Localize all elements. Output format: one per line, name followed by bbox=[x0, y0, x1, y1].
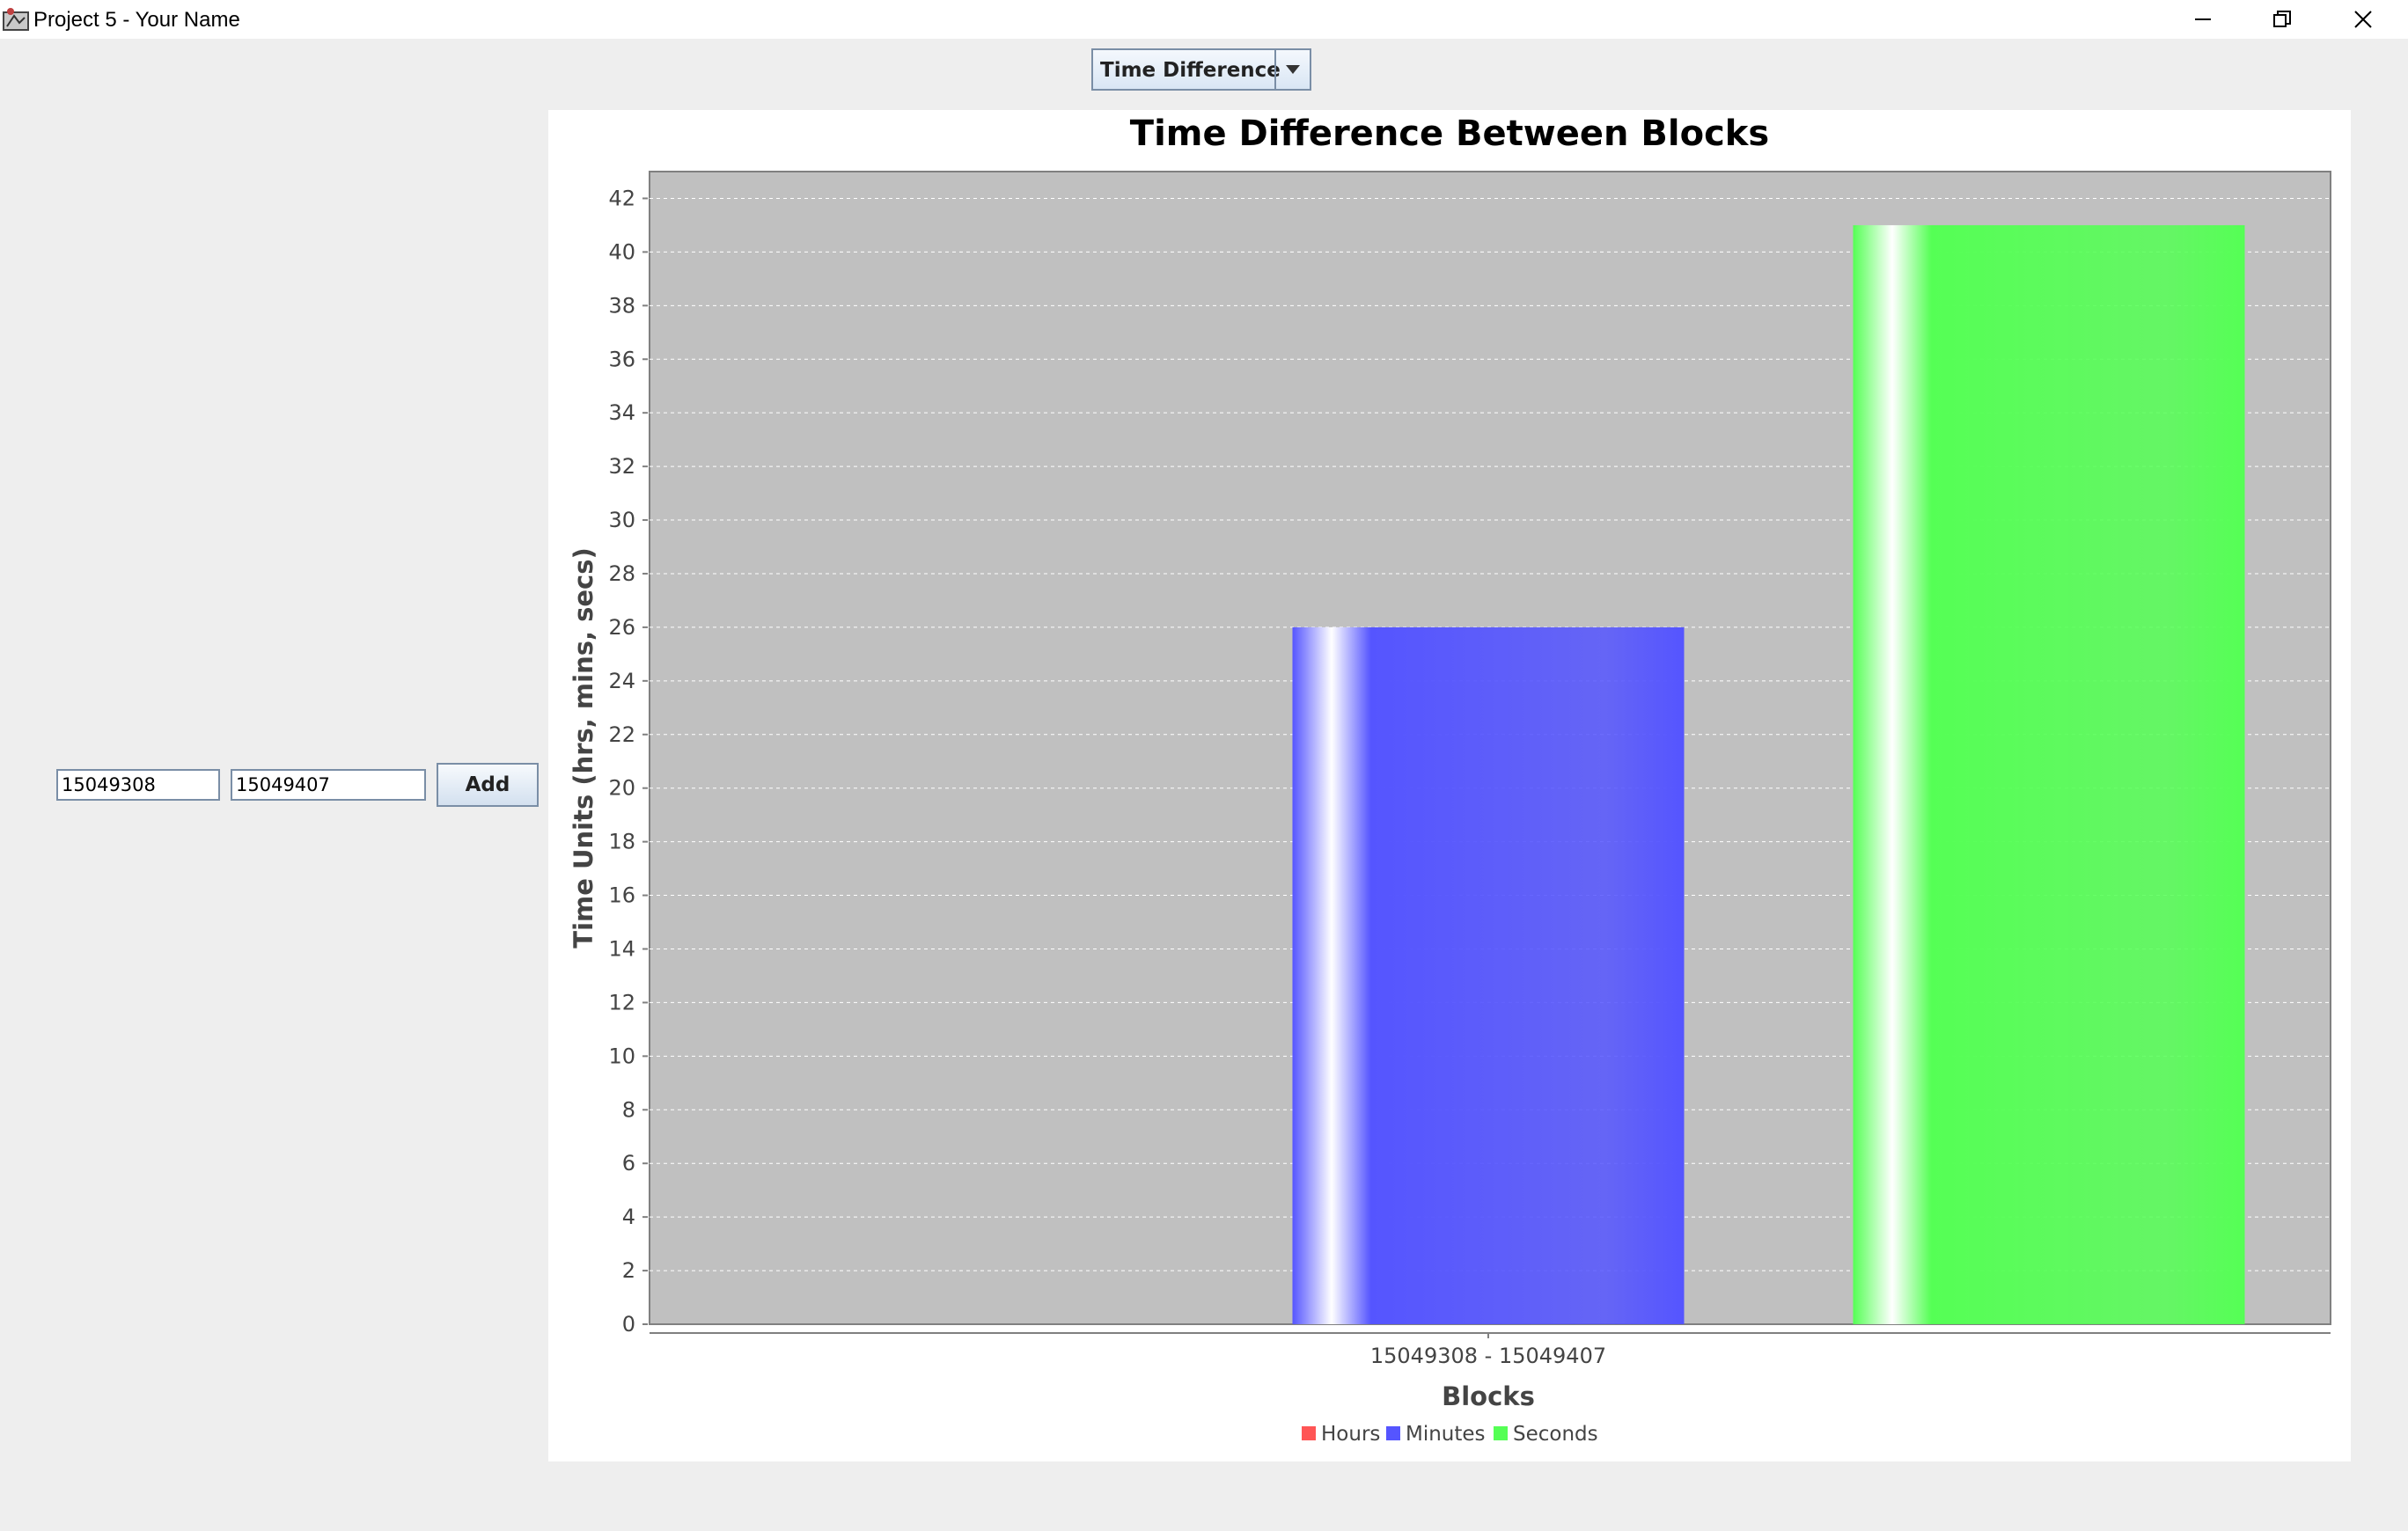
y-tick-label: 26 bbox=[608, 615, 635, 640]
y-tick-label: 40 bbox=[608, 239, 635, 264]
legend-label-minutes: Minutes bbox=[1406, 1423, 1486, 1446]
java-app-icon bbox=[3, 8, 29, 31]
view-select-value: Time Difference bbox=[1100, 59, 1281, 82]
y-tick-label: 8 bbox=[622, 1097, 635, 1122]
close-icon bbox=[2354, 11, 2372, 28]
y-tick-label: 20 bbox=[608, 776, 635, 801]
chart-panel: Time Difference Between Blocks 0 2 4 6 8 10 12… bbox=[548, 110, 2351, 1461]
restore-icon bbox=[2273, 11, 2291, 27]
legend: Hours Minutes Seconds bbox=[1302, 1423, 1598, 1446]
y-axis-label: Time Units (hrs, mins, secs) bbox=[569, 547, 598, 948]
minimize-button[interactable] bbox=[2163, 0, 2243, 39]
legend-swatch-minutes bbox=[1386, 1426, 1400, 1440]
y-tick-label: 6 bbox=[622, 1151, 635, 1176]
bar-seconds bbox=[1853, 224, 2245, 1325]
x-axis-label: Blocks bbox=[1442, 1381, 1535, 1411]
legend-swatch-seconds bbox=[1494, 1426, 1508, 1440]
legend-label-seconds: Seconds bbox=[1513, 1423, 1598, 1446]
legend-swatch-hours bbox=[1302, 1426, 1316, 1440]
title-bar: Project 5 - Your Name bbox=[0, 0, 2408, 39]
legend-label-hours: Hours bbox=[1321, 1423, 1380, 1446]
y-tick-label: 36 bbox=[608, 347, 635, 371]
y-tick-label: 16 bbox=[608, 883, 635, 908]
window-title: Project 5 - Your Name bbox=[33, 8, 240, 32]
y-tick-label: 34 bbox=[608, 400, 635, 425]
bar-minutes bbox=[1292, 626, 1685, 1324]
y-tick-label: 12 bbox=[608, 990, 635, 1015]
y-tick-label: 28 bbox=[608, 561, 635, 586]
y-tick-label: 10 bbox=[608, 1044, 635, 1068]
chevron-down-icon bbox=[1286, 65, 1300, 74]
y-tick-label: 2 bbox=[622, 1258, 635, 1283]
y-tick-label: 4 bbox=[622, 1205, 635, 1229]
close-button[interactable] bbox=[2324, 0, 2403, 39]
bar-chart: Time Difference Between Blocks 024681012… bbox=[569, 114, 2331, 1446]
add-button[interactable]: Add bbox=[437, 763, 539, 807]
y-tick-label: 38 bbox=[608, 293, 635, 318]
y-tick-label: 30 bbox=[608, 508, 635, 532]
y-tick-label: 42 bbox=[608, 186, 635, 210]
minimize-icon bbox=[2195, 18, 2211, 20]
view-select[interactable]: Time Difference bbox=[1091, 48, 1311, 91]
chart-title: Time Difference Between Blocks bbox=[1130, 114, 1769, 154]
restore-button[interactable] bbox=[2243, 0, 2322, 39]
y-tick-label: 24 bbox=[608, 669, 635, 693]
x-category-label: 15049308 - 15049407 bbox=[1370, 1344, 1606, 1368]
block-end-input[interactable]: 15049407 bbox=[231, 769, 426, 801]
dropdown-arrow-button[interactable] bbox=[1274, 50, 1310, 89]
y-tick-label: 32 bbox=[608, 454, 635, 479]
y-tick-label: 18 bbox=[608, 830, 635, 854]
y-tick-label: 0 bbox=[622, 1312, 635, 1337]
y-tick-label: 14 bbox=[608, 936, 635, 961]
bars bbox=[1292, 224, 2245, 1325]
y-tick-label: 22 bbox=[608, 722, 635, 747]
block-start-input[interactable]: 15049308 bbox=[56, 769, 220, 801]
